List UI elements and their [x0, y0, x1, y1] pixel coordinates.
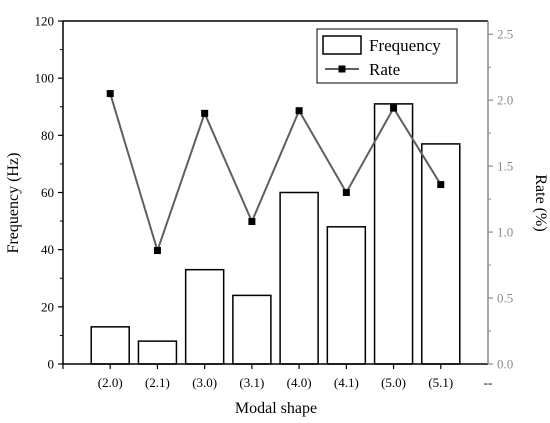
- legend-frequency-label: Frequency: [369, 36, 441, 55]
- frequency-bar: [373, 103, 414, 365]
- y2-tick-label: 2.5: [497, 27, 513, 42]
- legend-rate-label: Rate: [369, 60, 400, 79]
- y-tick-label: 0: [48, 357, 55, 372]
- x-tick-label: (4.1): [334, 375, 359, 390]
- legend-frequency-swatch: [322, 35, 362, 55]
- frequency-bar: [90, 326, 130, 365]
- frequency-bar: [326, 226, 367, 365]
- y2-tick-label: 2.0: [497, 93, 513, 108]
- x-tick-label: (2.1): [145, 375, 170, 390]
- x-tick-label: (4.0): [287, 375, 312, 390]
- rate-marker: [248, 218, 256, 226]
- y2-tick-label: 0.0: [497, 357, 513, 372]
- rate-marker: [106, 90, 114, 98]
- y2-tick-label: 0.5: [497, 291, 513, 306]
- y-tick-label: 20: [41, 299, 54, 314]
- y-tick-label: 40: [41, 242, 54, 257]
- rate-marker: [342, 189, 350, 196]
- frequency-bar: [421, 143, 461, 365]
- y-tick-label: 120: [35, 14, 55, 29]
- y2-tick-label: 1.0: [497, 225, 513, 240]
- y-axis-title: Frequency (Hz): [5, 153, 22, 254]
- rate-marker: [390, 104, 398, 112]
- y-tick-label: 60: [41, 185, 54, 200]
- x-axis-title: Modal shape: [235, 400, 317, 417]
- y2-tick-label: 1.5: [497, 159, 513, 174]
- rate-line: [109, 93, 442, 254]
- y2-axis-title: Rate (%): [532, 174, 549, 231]
- x-tick-label: (3.1): [239, 375, 264, 390]
- x-tick-label: (5.0): [381, 375, 406, 390]
- x-tick-label: (5.1): [428, 375, 453, 390]
- rate-marker: [201, 109, 209, 117]
- x-tick-label: (3.0): [192, 375, 217, 390]
- x-extra-tick-label: --: [484, 375, 493, 390]
- rate-marker: [153, 247, 161, 255]
- legend-rate-marker: [338, 65, 346, 73]
- frequency-bar: [137, 340, 178, 365]
- y-tick-label: 80: [41, 128, 54, 143]
- rate-marker: [295, 107, 303, 115]
- rate-marker: [437, 181, 445, 189]
- x-tick-label: (2.0): [98, 375, 123, 390]
- frequency-bar: [232, 294, 272, 365]
- y-tick-label: 100: [35, 71, 55, 86]
- frequency-bar: [279, 191, 319, 365]
- frequency-bar: [184, 268, 225, 365]
